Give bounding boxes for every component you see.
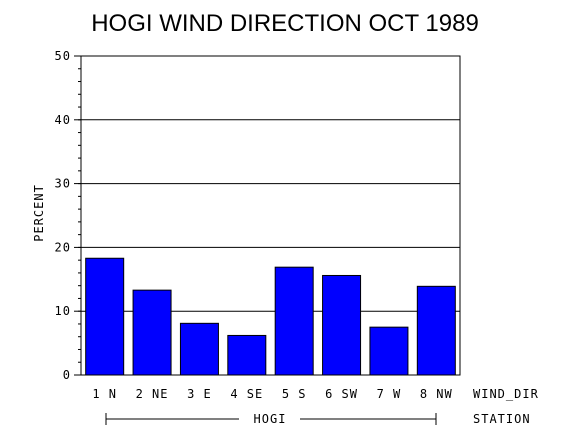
x-tick-label: 8 NW <box>420 387 453 401</box>
bar <box>179 322 219 376</box>
station-group: HOGI <box>105 412 437 426</box>
y-axis: 0 10 20 30 40 50 <box>55 49 81 382</box>
y-tick-label: 30 <box>55 177 71 191</box>
bar <box>416 285 456 376</box>
y-tick-label: 20 <box>55 240 71 254</box>
x-tick-label: 4 SE <box>230 387 263 401</box>
bar <box>274 266 314 376</box>
group-label: HOGI <box>254 412 287 426</box>
bars <box>85 257 456 376</box>
x-tick-label: 6 SW <box>325 387 358 401</box>
group-axis-label: STATION <box>473 412 531 426</box>
x-axis-label: WIND_DIR <box>473 387 539 401</box>
chart-title: HOGI WIND DIRECTION OCT 1989 <box>91 10 479 37</box>
bar <box>132 289 172 376</box>
bar <box>369 326 409 376</box>
y-axis-label: PERCENT <box>32 184 46 242</box>
x-tick-label: 1 N <box>92 387 117 401</box>
plot-frame <box>80 55 461 376</box>
y-tick-label: 50 <box>55 49 71 63</box>
bar <box>227 334 267 376</box>
x-tick-label: 2 NE <box>136 387 169 401</box>
x-tick-labels: 1 N 2 NE 3 E 4 SE 5 S 6 SW 7 W 8 NW <box>92 387 453 401</box>
y-tick-label: 40 <box>55 113 71 127</box>
y-tick-label: 10 <box>55 304 71 318</box>
x-tick-label: 5 S <box>282 387 307 401</box>
y-tick-label: 0 <box>63 368 71 382</box>
bar <box>322 274 362 376</box>
x-tick-label: 3 E <box>187 387 212 401</box>
bar <box>85 257 125 376</box>
x-tick-label: 7 W <box>377 387 402 401</box>
